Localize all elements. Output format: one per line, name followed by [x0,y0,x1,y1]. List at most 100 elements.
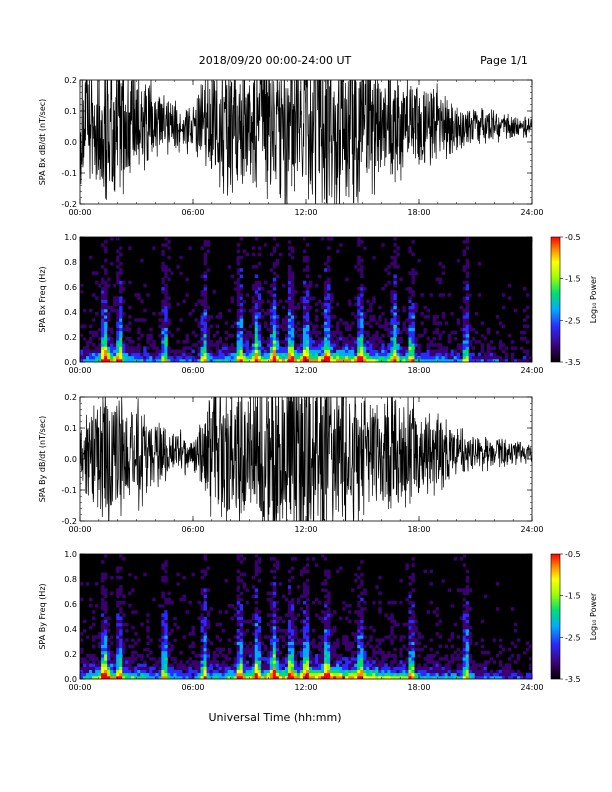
spectrogram-cell [80,582,84,586]
spectrogram-cell [396,666,400,671]
spectrogram-cell [287,324,292,329]
spectrogram-cell [272,632,277,636]
spectrogram-cell [444,280,449,285]
spectrogram-cell [504,669,509,674]
spectrogram-cell [245,654,250,658]
spectrogram-cell [360,663,364,667]
spectrogram-cell [119,641,123,646]
spectrogram-cell [465,280,470,285]
spectrogram-cell [348,352,352,357]
spectrogram-cell [360,305,364,310]
spectrogram-cell [152,274,156,279]
spectrogram-cell [336,355,340,360]
spectrogram-cell [519,337,524,341]
spectrogram-cell [131,358,135,362]
spectrogram-cell [80,290,84,294]
spectrogram-cell [312,663,316,667]
spectrogram-cell [330,330,334,335]
spectrogram-cell [480,641,485,646]
spectrogram-cell [351,355,355,360]
spectrogram-cell [299,629,304,633]
spectrogram-cell [378,657,382,661]
spectrogram-cell [396,672,400,677]
spectrogram-cell [453,675,458,679]
spectrogram-cell [516,675,521,679]
spectrogram-cell [287,660,292,664]
spectrogram-cell [402,650,406,655]
spectrogram-cell [107,672,111,677]
spectrogram-cell [257,287,262,291]
spectrogram-cell [164,575,168,580]
spectrogram-cell [426,657,430,661]
spectrogram-cell [369,625,373,630]
spectrogram-cell [324,358,328,362]
spectrogram-cell [134,585,138,589]
spectrogram-cell [462,302,467,307]
spectrogram-cell [209,324,213,329]
spectrogram-cell [131,346,135,350]
spectrogram-cell [290,616,295,621]
spectrogram-cell [330,349,334,354]
spectrogram-cell [465,591,470,596]
spectrogram-cell [438,277,442,282]
spectrogram-cell [324,638,328,642]
spectrogram-cell [203,349,207,354]
spectrogram-cell [372,572,376,577]
spectrogram-cell [498,321,503,325]
spectrogram-cell [101,588,105,592]
spectrogram-cell [423,663,427,667]
spectrogram-cell [456,666,461,671]
spectrogram-cell [306,672,310,677]
spectrogram-cell [251,321,256,325]
spectrogram-cell [477,274,482,279]
spectrogram-cell [221,358,226,362]
spectrogram-cell [351,346,355,350]
spectrogram-cell [206,669,210,674]
spectrogram-cell [312,327,316,332]
spectrogram-cell [489,657,494,661]
spectrogram-cell [104,312,108,316]
spectrogram-cell [206,333,210,338]
spectrogram-cell [498,308,503,313]
spectrogram-cell [161,604,165,608]
spectrogram-cell [272,613,277,617]
spectrogram-cell [158,321,162,325]
spectrogram-cell [254,641,259,646]
spectrogram-cell [299,647,304,652]
spectrogram-cell [149,669,153,674]
spectrogram-cell [293,355,298,360]
spectrogram-cell [284,246,289,250]
spectrogram-cell [450,560,455,564]
spectrogram-cell [348,302,352,307]
spectrogram-cell [327,355,331,360]
spectrogram-cell [254,610,259,614]
spectrogram-cell [83,324,87,329]
spectrogram-cell [101,327,105,332]
spectrogram-cell [251,296,256,300]
spectrogram-cell [309,333,313,338]
spectrogram-cell [327,638,331,642]
spectrogram-cell [309,650,313,655]
spectrogram-cell [140,352,144,357]
spectrogram-cell [465,607,470,611]
spectrogram-cell [107,669,111,674]
spectrogram-cell [203,588,207,592]
spectrogram-cell [239,607,244,611]
spectrogram-cell [263,340,268,344]
spectrogram-cell [393,358,397,362]
spectrogram-cell [486,349,491,354]
spectrogram-cell [483,324,488,329]
spectrogram-cell [86,352,90,357]
spectrogram-cell [242,349,247,354]
spectrogram-cell [116,327,120,332]
spectrogram-cell [230,274,235,279]
spectrogram-cell [390,346,394,350]
spectrogram-cell [357,258,361,263]
spectrogram-cell [86,588,90,592]
spectrogram-cell [167,666,171,671]
spectrogram-cell [438,675,442,679]
spectrogram-cell [113,358,117,362]
spectrogram-cell [381,675,385,679]
spectrogram-cell [209,675,213,679]
spectrogram-cell [351,358,355,362]
